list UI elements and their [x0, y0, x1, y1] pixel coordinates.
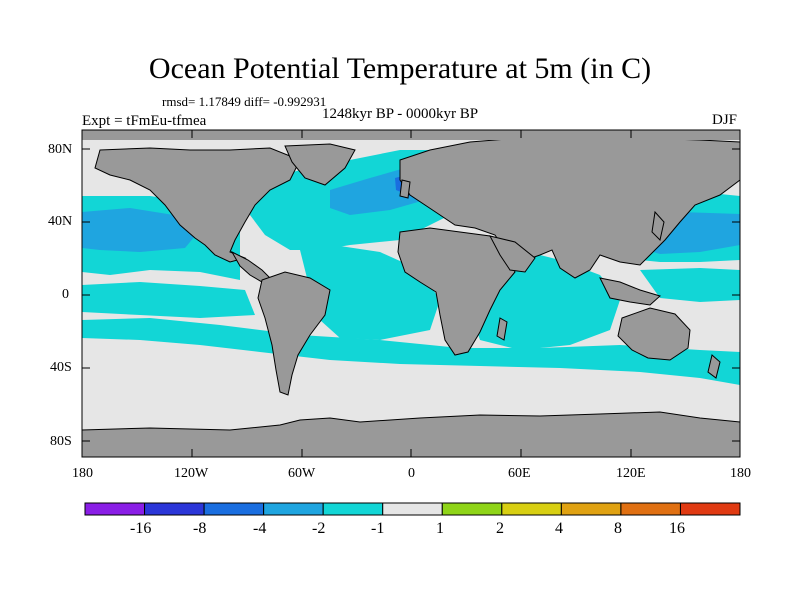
colorbar-label-neg1: -1	[371, 520, 385, 537]
colorbar-label-neg8: -8	[193, 520, 207, 537]
colorbar-swatch-7	[501, 502, 562, 516]
west-pacific-band	[640, 268, 740, 302]
x-tick-180w: 180	[72, 466, 93, 481]
arabia	[489, 235, 536, 273]
colorbar-swatch-1	[144, 502, 205, 516]
japan	[651, 210, 665, 241]
uk	[399, 179, 411, 199]
colorbar-label-8: 8	[614, 520, 622, 537]
y-tick-40s: 40S	[50, 360, 72, 375]
colorbar-swatch-6	[441, 502, 503, 516]
southern-ocean-band	[82, 318, 740, 385]
madagascar	[496, 317, 508, 341]
south-america	[257, 271, 331, 396]
stats-label: rmsd= 1.17849 diff= -0.992931	[162, 94, 327, 109]
colorbar-swatch-3	[263, 502, 324, 516]
colorbar-swatch-0	[84, 502, 146, 516]
x-tick-0: 0	[408, 466, 415, 481]
x-tick-60e: 60E	[508, 466, 531, 481]
antarctica	[82, 411, 740, 457]
colorbar-label-neg4: -4	[253, 520, 267, 537]
colorbar-swatch-5	[382, 502, 443, 516]
x-tick-60w: 60W	[288, 466, 316, 481]
new-zealand	[707, 354, 721, 379]
y-tick-0: 0	[62, 287, 69, 302]
north-pacific-west-core	[82, 208, 200, 252]
colorbar-label-16: 16	[669, 520, 685, 537]
australia	[617, 307, 691, 361]
chart-title: Ocean Potential Temperature at 5m (in C)	[148, 52, 652, 85]
southeast-asia-islands	[599, 277, 661, 306]
x-tick-120e: 120E	[616, 466, 646, 481]
colorbar-label-4: 4	[555, 520, 563, 537]
y-tick-80s: 80S	[50, 434, 72, 449]
east-pacific-band	[82, 282, 255, 318]
y-tick-marks	[82, 148, 740, 442]
x-tick-120w: 120W	[174, 466, 209, 481]
colorbar-swatch-2	[203, 502, 265, 516]
colorbar	[84, 502, 741, 516]
land-masses	[82, 135, 740, 457]
colorbar-swatch-4	[322, 502, 384, 516]
period-label: 1248kyr BP - 0000kyr BP	[322, 106, 479, 122]
colorbar-swatch-8	[560, 502, 622, 516]
colorbar-swatch-10	[679, 502, 741, 516]
colorbar-label-2: 2	[496, 520, 504, 537]
greenland	[284, 143, 356, 186]
experiment-label: Expt = tFmEu-tfmea	[82, 113, 207, 129]
colorbar-label-neg16: -16	[130, 520, 152, 537]
x-tick-180e: 180	[730, 466, 751, 481]
y-tick-40n: 40N	[48, 214, 73, 229]
africa	[397, 227, 516, 356]
season-label: DJF	[712, 112, 738, 128]
colorbar-label-1: 1	[436, 520, 444, 537]
colorbar-swatch-9	[620, 502, 681, 516]
x-tick-marks	[81, 130, 741, 457]
y-tick-80n: 80N	[48, 142, 73, 157]
colorbar-label-neg2: -2	[312, 520, 326, 537]
